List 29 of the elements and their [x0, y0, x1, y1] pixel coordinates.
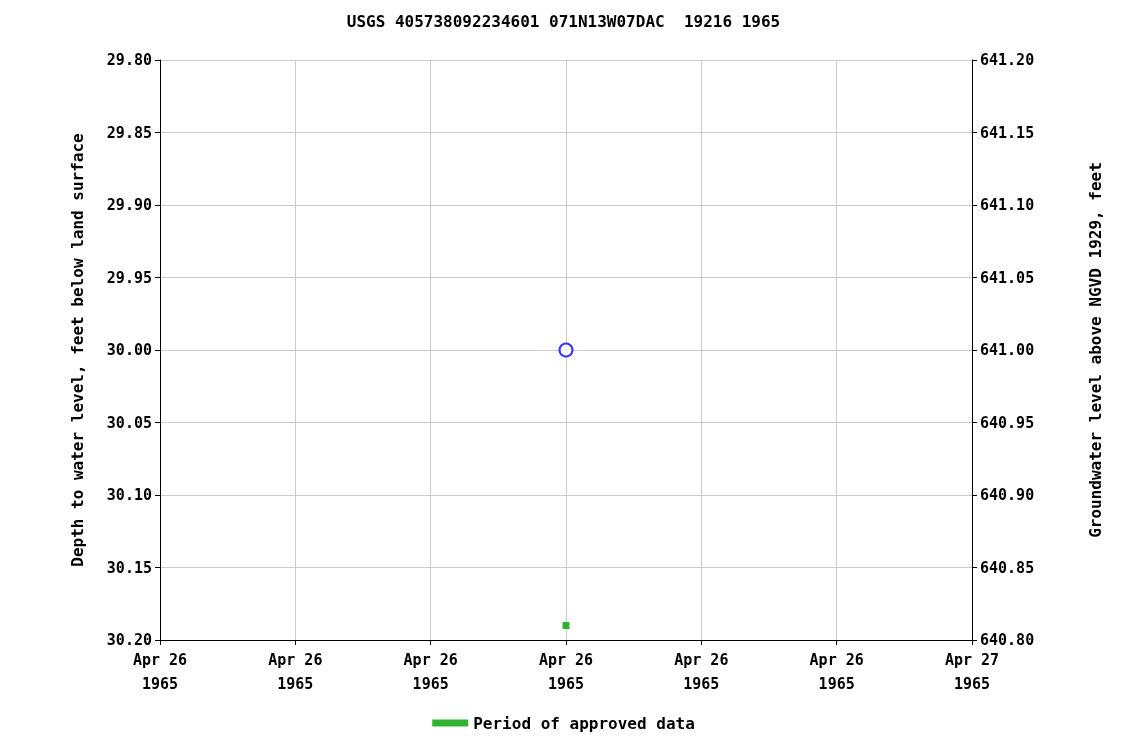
- y-tick-label: 30.05: [106, 413, 152, 432]
- y2-axis-title: Groundwater level above NGVD 1929, feet: [1085, 162, 1105, 538]
- y-tick-label: 29.95: [106, 268, 152, 287]
- legend-label: Period of approved data: [473, 713, 695, 733]
- y-tick-label: 29.85: [106, 123, 152, 142]
- y-tick-label: 30.20: [106, 631, 152, 649]
- y2-tick-label: 640.95: [980, 413, 1035, 432]
- y2-tick-label: 640.90: [980, 486, 1035, 504]
- x-tick-label: Apr 26 1965: [268, 651, 323, 693]
- x-tick-label: Apr 26 1965: [538, 651, 594, 693]
- y2-tick-label: 641.05: [980, 268, 1035, 287]
- y2-tick-label: 641.15: [980, 123, 1035, 142]
- chart-title: USGS 405738092234601 071N13W07DAC 19216 1965: [346, 11, 781, 31]
- y-tick-label: 30.00: [106, 341, 152, 359]
- x-tick-label: Apr 26 1965: [809, 651, 864, 693]
- x-tick-label: Apr 26 1965: [403, 651, 458, 693]
- y2-tick-label: 641.10: [980, 196, 1035, 214]
- y-axis-title: Depth to water level, feet below land surface: [67, 133, 87, 567]
- y2-tick-label: 641.00: [980, 341, 1035, 359]
- x-tick-label: Apr 27 1965: [944, 651, 1000, 693]
- y2-tick-label: 641.20: [980, 51, 1035, 69]
- y-tick-label: 29.80: [106, 51, 152, 69]
- y-tick-label: 29.90: [106, 196, 152, 214]
- y2-tick-label: 640.80: [980, 631, 1035, 649]
- y-tick-label: 30.10: [106, 486, 152, 504]
- x-tick-label: Apr 26 1965: [674, 651, 729, 693]
- y-tick-label: 30.15: [106, 558, 152, 577]
- x-tick-label: Apr 26 1965: [132, 651, 188, 693]
- y2-tick-label: 640.85: [980, 558, 1035, 577]
